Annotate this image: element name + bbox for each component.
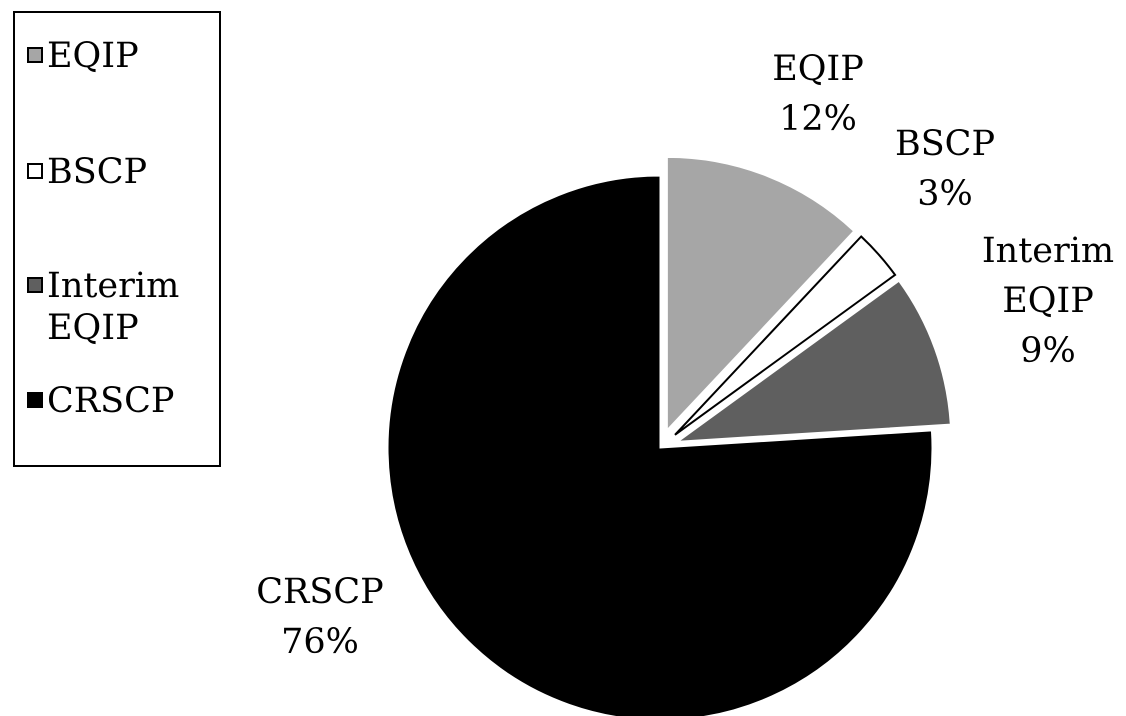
pie-slice-bscp: [674, 235, 897, 436]
slice-label-eqip-value: 12%: [779, 99, 857, 139]
legend-item-eqip: EQIP: [27, 35, 139, 77]
slice-label-bscp-value: 3%: [917, 174, 973, 214]
legend: EQIP BSCP Interim EQIP CRSCP: [13, 11, 221, 467]
legend-swatch-bscp: [27, 163, 43, 179]
slice-label-interim-eqip-name: Interim: [982, 231, 1114, 271]
pie-slice-eqip: [666, 156, 855, 431]
legend-swatch-eqip: [27, 47, 43, 63]
slice-label-interim-eqip-value: 9%: [1020, 331, 1076, 371]
legend-label-bscp: BSCP: [47, 152, 148, 192]
slice-label-eqip-name: EQIP: [772, 49, 864, 89]
legend-item-crscp: CRSCP: [27, 380, 174, 422]
legend-label-interim-eqip: Interim EQIP: [47, 266, 180, 348]
slice-labels: EQIP 12% BSCP 3%Interim EQIP 9% CRSCP 76%: [256, 49, 1114, 662]
pie-slice-interim-eqip: [677, 280, 951, 442]
pie-slices: [387, 156, 951, 716]
pie-slice-crscp: [387, 175, 933, 716]
slice-label-bscp-name: BSCP: [895, 124, 995, 164]
legend-label-eqip: EQIP: [47, 36, 139, 76]
legend-item-bscp: BSCP: [27, 151, 147, 193]
slice-label-crscp-name: CRSCP: [256, 572, 383, 612]
legend-item-interim-eqip: Interim EQIP: [27, 265, 179, 349]
slice-label-crscp-value: 76%: [281, 622, 359, 662]
legend-label-crscp: CRSCP: [47, 381, 175, 421]
legend-swatch-crscp: [27, 392, 43, 408]
slice-label-interim-eqip-name: EQIP: [1002, 281, 1094, 321]
legend-swatch-interim-eqip: [27, 277, 43, 293]
